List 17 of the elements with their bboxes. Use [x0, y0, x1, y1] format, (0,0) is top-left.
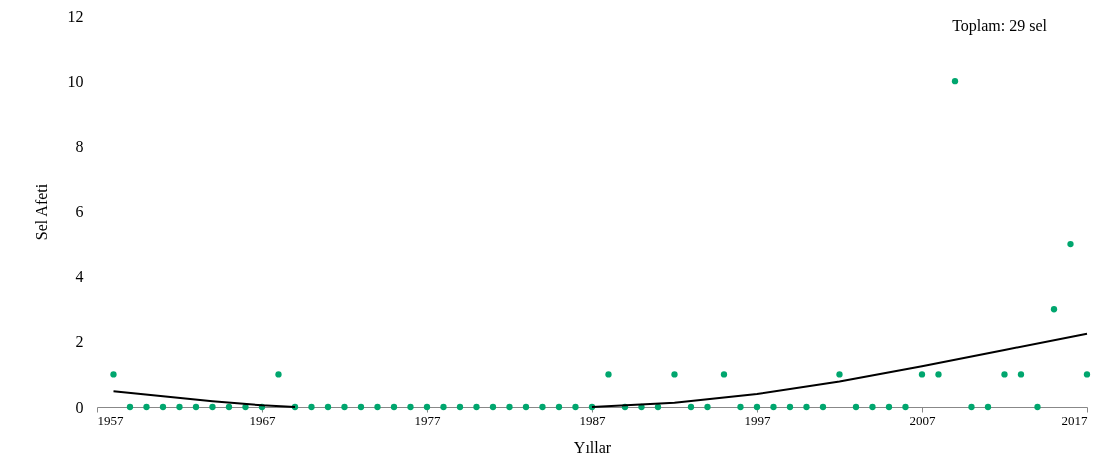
y-tick-label: 8 — [75, 137, 84, 155]
x-tick-label: 1977 — [414, 412, 441, 428]
y-tick-label: 4 — [75, 268, 84, 286]
x-axis-title: Yıllar — [573, 438, 612, 456]
y-tick-label: 6 — [75, 203, 84, 220]
y-tick-label: 10 — [67, 72, 84, 90]
x-tick-label: 2007 — [909, 412, 936, 428]
y-tick-label: 12 — [67, 7, 84, 25]
y-axis-title: Sel Afeti — [32, 183, 50, 241]
annotation: Toplam: 29 sel — [952, 17, 1048, 35]
x-tick-label: 1957 — [97, 412, 124, 428]
x-tick-label: 1997 — [744, 412, 771, 428]
x-tick-label: 2017 — [1061, 412, 1088, 428]
y-tick-label: 0 — [75, 398, 84, 416]
x-tick-label: 1987 — [579, 412, 606, 428]
x-tick-label: 1967 — [249, 412, 276, 428]
y-tick-label: 2 — [75, 333, 84, 351]
